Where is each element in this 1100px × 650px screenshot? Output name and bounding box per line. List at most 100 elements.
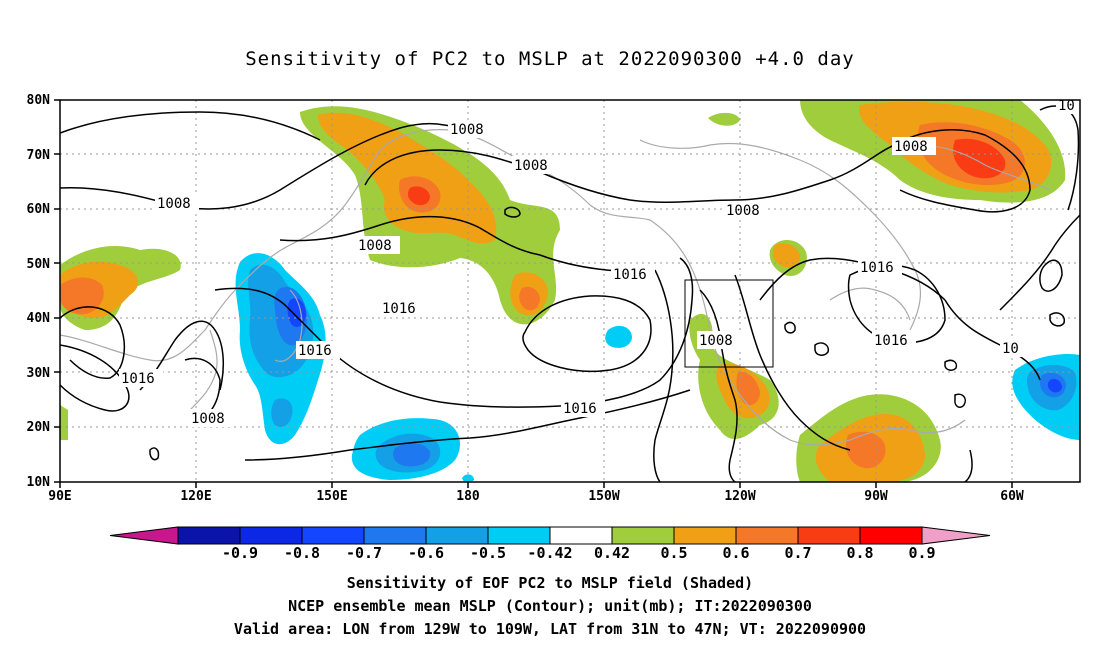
colorbar-swatch (611, 526, 675, 545)
contour-line (847, 264, 946, 344)
contour-label: 1016 (874, 333, 908, 349)
shade-positive-region (519, 286, 540, 311)
colorbar-swatch (859, 526, 923, 545)
colorbar-label: -0.5 (470, 544, 506, 562)
shade-positive-region (736, 371, 760, 406)
colorbar-label: 0.8 (846, 544, 873, 562)
contour-line (954, 393, 967, 408)
contour-line (60, 306, 126, 379)
contour-label: 1008 (157, 196, 191, 212)
contour-label: 1016 (860, 260, 894, 276)
contour-label: 1008 (358, 238, 392, 254)
shade-negative-region (605, 325, 632, 348)
x-tick-label: 180 (456, 489, 480, 504)
map-title: Sensitivity of PC2 to MSLP at 2022090300… (245, 48, 855, 70)
colorbar-label: 0.6 (722, 544, 749, 562)
colorbar-swatch (797, 526, 861, 545)
colorbar-label: -0.9 (222, 544, 258, 562)
y-tick-label: 40N (27, 311, 51, 326)
colorbar-swatch (177, 526, 241, 545)
contour-line (139, 320, 225, 391)
colorbar-swatch (109, 526, 179, 545)
contour-labels: 1008 1008 1008 1008 1008 1008 1008 1016 … (119, 96, 1080, 427)
x-tick-label: 60W (1000, 489, 1024, 504)
x-tick-label: 120E (180, 489, 211, 504)
x-tick-label: 90W (864, 489, 888, 504)
colorbar-swatch (921, 526, 991, 545)
tick-marks (54, 99, 1013, 488)
contour-label: 1016 (121, 371, 155, 387)
colorbar-label: -0.42 (527, 544, 572, 562)
colorbar-swatch (425, 526, 489, 545)
plot-frame (59, 99, 1081, 483)
y-tick-label: 50N (27, 257, 51, 272)
contour-label: 1008 (699, 333, 733, 349)
contour-label: 1016 (613, 267, 647, 283)
contour-line (814, 342, 830, 356)
shade-negative-region (1047, 378, 1062, 393)
x-tick-label: 150E (316, 489, 347, 504)
mslp-contours (60, 105, 1080, 482)
colorbar-label: -0.6 (408, 544, 444, 562)
y-tick-label: 70N (27, 148, 51, 163)
y-tick-label: 60N (27, 202, 51, 217)
contour-label: 1008 (191, 411, 225, 427)
contour-label: 1016 (563, 401, 597, 417)
colorbar-swatch (239, 526, 303, 545)
colorbar-label: -0.7 (346, 544, 382, 562)
contour-line (364, 144, 896, 203)
shade-positive-region (60, 277, 104, 315)
contour-line (244, 389, 691, 461)
contour-line (964, 449, 973, 482)
x-tick-label: 90E (48, 489, 71, 504)
contour-label: 1008 (726, 203, 760, 219)
contour-label: 1016 (298, 343, 332, 359)
contour-line (60, 344, 130, 412)
y-tick-label: 30N (27, 366, 51, 381)
colorbar-labels: -0.9 -0.8 -0.7 -0.6 -0.5 -0.42 0.42 0.5 0.6 0.7 0.… (222, 544, 936, 562)
shade-positive-region (772, 243, 800, 268)
x-axis-labels: 90E 120E 150E 180 150W 120W 90W 60W (48, 489, 1024, 504)
contour-line (999, 214, 1080, 311)
colorbar-label: 0.7 (784, 544, 811, 562)
contour-label: 1008 (894, 139, 928, 155)
contour-line (944, 299, 1041, 381)
contour-line (60, 111, 321, 141)
y-tick-label: 80N (27, 93, 51, 108)
contour-line (149, 447, 160, 461)
shade-positive-region (407, 186, 430, 206)
colorbar-label: 0.42 (594, 544, 630, 562)
colorbar-label: 0.9 (908, 544, 935, 562)
contour-line (1049, 312, 1066, 327)
shade-positive-region (60, 405, 68, 440)
contour-label: 1008 (514, 158, 548, 174)
x-tick-label: 120W (724, 489, 755, 504)
contour-line (60, 122, 461, 210)
y-axis-labels: 80N 70N 60N 50N 40N 30N 20N 10N (27, 93, 51, 490)
colorbar (109, 526, 991, 545)
caption-line-3: Valid area: LON from 129W to 109W, LAT f… (233, 620, 867, 638)
colorbar-swatch (549, 526, 613, 545)
contour-line (894, 129, 1031, 213)
contour-line (759, 257, 946, 301)
colorbar-label: 0.5 (660, 544, 687, 562)
contour-line (522, 295, 652, 373)
contour-line (653, 269, 674, 482)
y-tick-label: 10N (27, 475, 51, 490)
colorbar-swatch (363, 526, 427, 545)
contour-label: 1008 (450, 122, 484, 138)
colorbar-label: -0.8 (284, 544, 320, 562)
contour-line (1039, 259, 1063, 292)
contour-line (504, 206, 521, 218)
colorbar-swatch (735, 526, 799, 545)
shade-negative-region (393, 443, 431, 467)
shade-positive-region (845, 431, 886, 469)
contour-label: 1016 (382, 301, 416, 317)
valid-area-box (684, 279, 774, 368)
contour-label: 10 (1002, 341, 1019, 357)
caption-line-1: Sensitivity of EOF PC2 to MSLP field (Sh… (346, 574, 754, 592)
contour-line (279, 215, 541, 256)
colorbar-swatch (301, 526, 365, 545)
shaded-regions (60, 100, 1080, 482)
